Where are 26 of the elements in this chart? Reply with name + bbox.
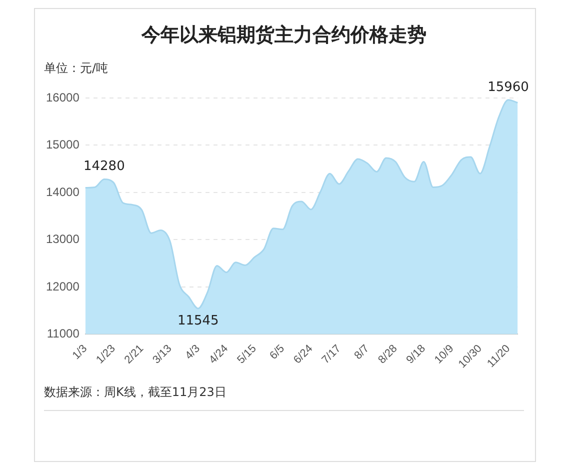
y-tick-label: 15000 bbox=[46, 138, 80, 152]
x-tick-label: 5/15 bbox=[235, 342, 259, 366]
x-tick-label: 8/7 bbox=[352, 342, 372, 362]
y-axis-title: 单位：元/吨 bbox=[44, 60, 108, 77]
x-tick-label: 1/23 bbox=[94, 342, 118, 366]
y-tick-label: 12000 bbox=[46, 279, 80, 294]
x-tick-label: 6/24 bbox=[292, 342, 316, 366]
y-tick-label: 13000 bbox=[46, 232, 80, 246]
x-tick-label: 3/13 bbox=[150, 342, 174, 366]
source-note: 数据来源：周K线，截至11月23日 bbox=[44, 384, 226, 401]
x-tick-label: 10/9 bbox=[432, 342, 456, 366]
x-tick-label: 8/28 bbox=[376, 342, 400, 366]
y-tick-label: 16000 bbox=[46, 90, 80, 104]
data-label: 15960 bbox=[488, 80, 529, 95]
chart-title: 今年以来铝期货主力合约价格走势 bbox=[140, 23, 428, 48]
x-tick-label: 1/3 bbox=[70, 342, 90, 362]
data-label: 14280 bbox=[83, 159, 125, 174]
x-tick-label: 4/24 bbox=[206, 342, 231, 366]
data-label: 11545 bbox=[177, 313, 219, 328]
y-tick-label: 11000 bbox=[46, 326, 80, 341]
x-tick-label: 9/18 bbox=[404, 342, 428, 366]
x-tick-label: 7/17 bbox=[320, 342, 344, 366]
x-tick-label: 6/5 bbox=[268, 342, 287, 362]
x-tick-label: 4/3 bbox=[183, 342, 202, 362]
y-tick-label: 14000 bbox=[46, 184, 80, 199]
x-tick-label: 2/21 bbox=[122, 342, 146, 366]
